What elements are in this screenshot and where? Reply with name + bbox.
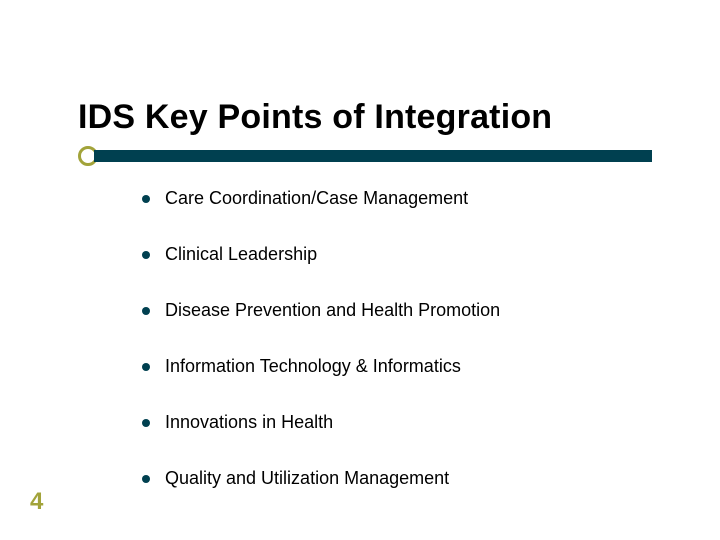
bullet-icon <box>142 307 150 315</box>
page-number: 4 <box>30 488 43 516</box>
underline-bar <box>94 150 652 162</box>
list-item: Clinical Leadership <box>142 244 642 265</box>
list-item: Disease Prevention and Health Promotion <box>142 300 642 321</box>
slide-title: IDS Key Points of Integration <box>78 98 552 137</box>
bullet-label: Clinical Leadership <box>165 244 317 265</box>
list-item: Care Coordination/Case Management <box>142 188 642 209</box>
slide: IDS Key Points of Integration Care Coord… <box>0 0 720 540</box>
bullet-icon <box>142 419 150 427</box>
bullet-label: Information Technology & Informatics <box>165 356 461 377</box>
bullet-label: Care Coordination/Case Management <box>165 188 468 209</box>
list-item: Innovations in Health <box>142 412 642 433</box>
list-item: Information Technology & Informatics <box>142 356 642 377</box>
list-item: Quality and Utilization Management <box>142 468 642 489</box>
bullet-label: Quality and Utilization Management <box>165 468 449 489</box>
bullet-label: Innovations in Health <box>165 412 333 433</box>
bullet-icon <box>142 363 150 371</box>
bullet-icon <box>142 475 150 483</box>
bullet-icon <box>142 195 150 203</box>
bullet-icon <box>142 251 150 259</box>
bullet-label: Disease Prevention and Health Promotion <box>165 300 500 321</box>
title-underline <box>78 146 652 166</box>
bullet-list: Care Coordination/Case Management Clinic… <box>142 188 642 524</box>
